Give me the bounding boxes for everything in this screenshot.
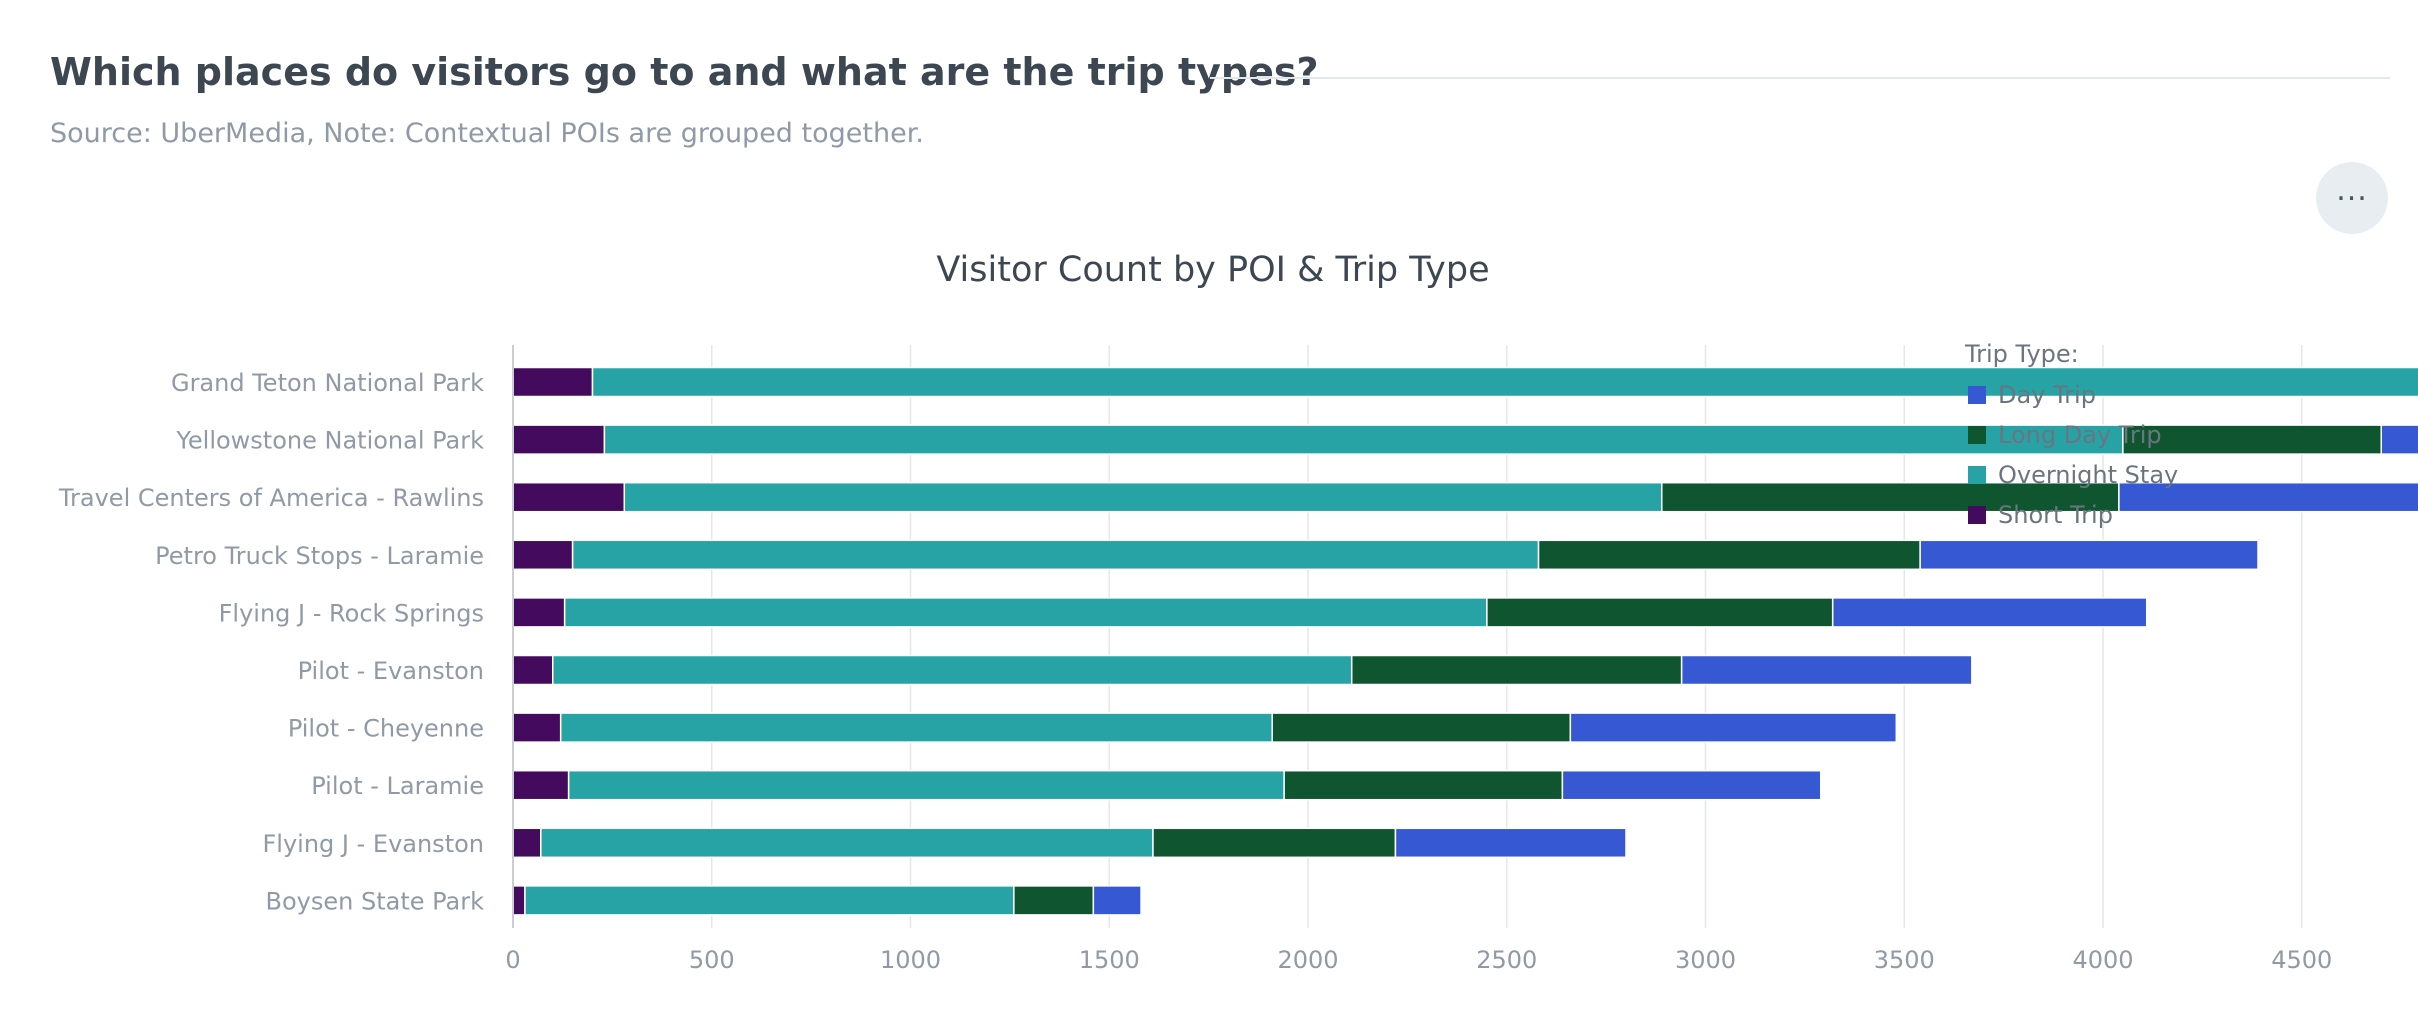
legend-item-label: Overnight Stay [1998, 461, 2178, 489]
bar-short-trip [512, 481, 626, 513]
bar-short-trip [512, 654, 554, 686]
page-title: Which places do visitors go to and what … [50, 50, 1319, 94]
bar-day-trip [2118, 481, 2418, 513]
x-tick-label: 4500 [2271, 946, 2332, 974]
x-tick-label: 2500 [1476, 946, 1537, 974]
bar-short-trip [512, 539, 574, 571]
bar-overnight-stay [571, 539, 1540, 571]
bar-day-trip [1919, 539, 2259, 571]
bar-day-trip [1394, 827, 1627, 859]
bar-long-day-trip [1271, 712, 1572, 743]
x-tick-label: 4000 [2072, 946, 2133, 974]
bar-day-trip [1680, 654, 1973, 686]
more-options-icon: ... [2336, 173, 2368, 208]
bar-long-day-trip [1283, 769, 1564, 801]
bar-day-trip [1569, 712, 1898, 743]
x-tick-label: 2000 [1277, 946, 1338, 974]
legend-swatch [1968, 426, 1986, 444]
bar-short-trip [512, 769, 570, 801]
y-category-label: Pilot - Laramie [311, 772, 484, 800]
bar-long-day-trip [1013, 885, 1095, 916]
y-category-label: Boysen State Park [266, 887, 485, 915]
bar-overnight-stay [567, 769, 1285, 801]
bar-long-day-trip [1537, 539, 1921, 571]
y-category-label: Travel Centers of America - Rawlins [58, 484, 484, 512]
legend-swatch [1968, 506, 1986, 524]
page-subtitle: Source: UberMedia, Note: Contextual POIs… [50, 118, 924, 149]
bar-long-day-trip [1486, 597, 1834, 628]
bar-overnight-stay [623, 481, 1663, 513]
legend-item-label: Short Trip [1998, 501, 2113, 529]
x-tick-label: 0 [505, 946, 520, 974]
bar-overnight-stay [563, 597, 1488, 628]
bar-overnight-stay [603, 424, 2124, 455]
bar-short-trip [512, 597, 566, 628]
bar-overnight-stay [540, 827, 1154, 859]
legend-title: Trip Type: [1964, 340, 2079, 368]
y-category-label: Flying J - Rock Springs [219, 599, 484, 627]
y-category-label: Pilot - Cheyenne [288, 715, 484, 743]
x-tick-label: 3000 [1675, 946, 1736, 974]
y-category-label: Pilot - Evanston [298, 657, 484, 685]
bar-day-trip [1561, 769, 1822, 801]
x-tick-label: 3500 [1874, 946, 1935, 974]
title-divider [1210, 77, 2390, 79]
x-tick-label: 1500 [1079, 946, 1140, 974]
bar-overnight-stay [559, 712, 1273, 743]
bar-short-trip [512, 827, 542, 859]
bar-overnight-stay [524, 885, 1015, 916]
bar-day-trip [1831, 597, 2148, 628]
bar-short-trip [512, 712, 562, 743]
more-options-button[interactable]: ... [2316, 162, 2388, 234]
x-tick-label: 1000 [880, 946, 941, 974]
bar-overnight-stay [552, 654, 1353, 686]
legend-item-label: Day Trip [1998, 381, 2096, 409]
bar-day-trip [1092, 885, 1142, 916]
legend-item-label: Long Day Trip [1998, 421, 2162, 449]
bar-short-trip [512, 424, 606, 455]
bar-overnight-stay [591, 366, 2418, 398]
y-category-label: Petro Truck Stops - Laramie [155, 542, 484, 570]
x-tick-label: 500 [689, 946, 735, 974]
bar-short-trip [512, 885, 526, 916]
chart-title: Visitor Count by POI & Trip Type [936, 250, 1489, 290]
bar-long-day-trip [1350, 654, 1683, 686]
y-category-label: Flying J - Evanston [262, 830, 484, 858]
y-category-label: Yellowstone National Park [175, 427, 484, 455]
bar-day-trip [2380, 424, 2418, 455]
bar-short-trip [512, 366, 594, 398]
bar-long-day-trip [1661, 481, 2120, 513]
legend-swatch [1968, 466, 1986, 484]
legend-swatch [1968, 386, 1986, 404]
bar-long-day-trip [1152, 827, 1397, 859]
y-category-label: Grand Teton National Park [171, 369, 484, 397]
